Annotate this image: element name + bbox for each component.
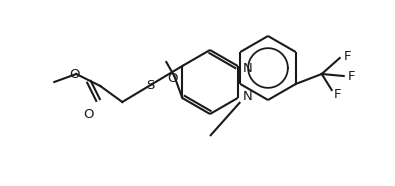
Text: F: F — [348, 70, 355, 83]
Text: N: N — [243, 62, 252, 75]
Text: O: O — [83, 108, 94, 121]
Text: F: F — [344, 49, 351, 62]
Text: N: N — [243, 89, 252, 102]
Text: O: O — [167, 71, 177, 84]
Text: O: O — [69, 68, 79, 81]
Text: F: F — [334, 87, 341, 100]
Text: S: S — [146, 78, 154, 92]
